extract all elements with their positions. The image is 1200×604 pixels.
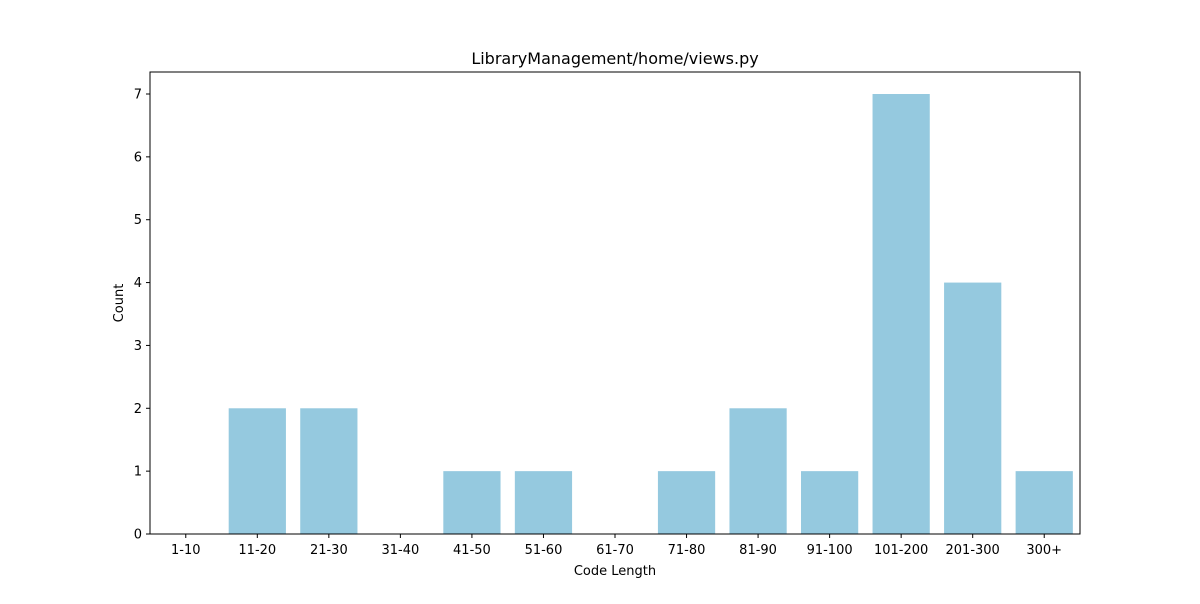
bar-91-100 xyxy=(801,471,859,534)
bar-21-30 xyxy=(300,408,358,534)
y-tick-label: 6 xyxy=(134,150,142,165)
x-tick-label: 21-30 xyxy=(310,543,348,558)
bar-71-80 xyxy=(657,471,716,534)
y-tick-label: 1 xyxy=(134,465,142,480)
bar-11-20 xyxy=(228,408,286,534)
bar-41-50 xyxy=(443,471,501,534)
x-axis-label: Code Length xyxy=(574,564,656,579)
plot-frame xyxy=(149,71,1081,535)
chart-title: LibraryManagement/home/views.py xyxy=(471,49,758,68)
bars-layer xyxy=(228,94,1073,534)
y-tick-label: 5 xyxy=(134,213,142,228)
y-tick-label: 3 xyxy=(134,339,142,354)
x-tick-label: 41-50 xyxy=(453,543,491,558)
x-tick-label: 61-70 xyxy=(596,543,634,558)
bar-300+ xyxy=(1015,471,1073,534)
x-tick-label: 31-40 xyxy=(381,543,419,558)
x-tick-label: 51-60 xyxy=(525,543,563,558)
x-tick-label: 300+ xyxy=(1026,543,1062,558)
bar-201-300 xyxy=(944,282,1002,534)
y-tick-label: 4 xyxy=(134,276,142,291)
x-tick-label: 71-80 xyxy=(668,543,706,558)
y-tick-label: 0 xyxy=(134,528,142,543)
x-tick-label: 81-90 xyxy=(739,543,777,558)
y-axis-label: Count xyxy=(112,284,127,323)
x-tick-label: 11-20 xyxy=(238,543,276,558)
bar-51-60 xyxy=(514,471,573,534)
x-tick-label: 1-10 xyxy=(171,543,201,558)
ticks-layer: 1-10 11-20 21-30 31-40 41-50 51-60 61-70 71-80 8… xyxy=(134,88,1062,559)
y-tick-label: 7 xyxy=(134,88,142,103)
x-tick-label: 201-300 xyxy=(946,543,1000,558)
x-tick-label: 91-100 xyxy=(807,543,853,558)
bar-101-200 xyxy=(872,94,930,534)
bar-81-90 xyxy=(729,408,787,534)
y-tick-label: 2 xyxy=(134,402,142,417)
x-tick-label: 101-200 xyxy=(874,543,928,558)
